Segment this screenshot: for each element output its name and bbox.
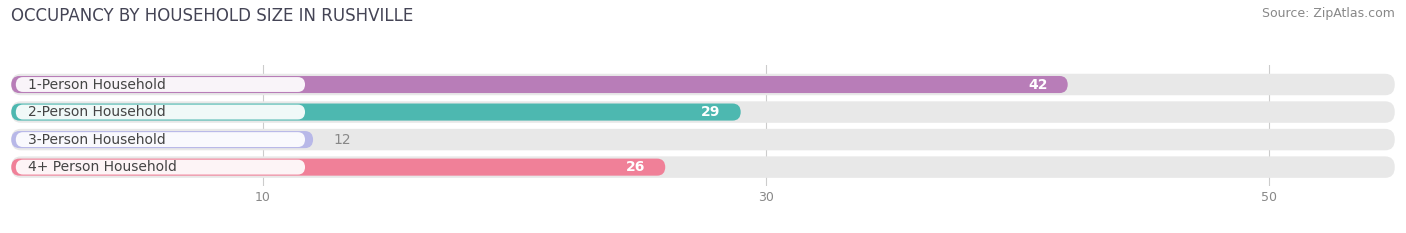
Text: 42: 42 bbox=[1028, 78, 1047, 92]
FancyBboxPatch shape bbox=[11, 129, 1395, 150]
FancyBboxPatch shape bbox=[15, 160, 305, 175]
FancyBboxPatch shape bbox=[11, 76, 1067, 93]
Text: 4+ Person Household: 4+ Person Household bbox=[28, 160, 177, 174]
Text: 29: 29 bbox=[702, 105, 721, 119]
FancyBboxPatch shape bbox=[11, 131, 314, 148]
Text: 26: 26 bbox=[626, 160, 645, 174]
FancyBboxPatch shape bbox=[11, 103, 741, 121]
Text: 1-Person Household: 1-Person Household bbox=[28, 78, 166, 92]
FancyBboxPatch shape bbox=[11, 156, 1395, 178]
FancyBboxPatch shape bbox=[15, 77, 305, 92]
FancyBboxPatch shape bbox=[15, 105, 305, 120]
Text: OCCUPANCY BY HOUSEHOLD SIZE IN RUSHVILLE: OCCUPANCY BY HOUSEHOLD SIZE IN RUSHVILLE bbox=[11, 7, 413, 25]
Text: 2-Person Household: 2-Person Household bbox=[28, 105, 166, 119]
FancyBboxPatch shape bbox=[11, 101, 1395, 123]
Text: 12: 12 bbox=[333, 133, 352, 147]
FancyBboxPatch shape bbox=[15, 132, 305, 147]
Text: 3-Person Household: 3-Person Household bbox=[28, 133, 166, 147]
FancyBboxPatch shape bbox=[11, 74, 1395, 95]
Text: Source: ZipAtlas.com: Source: ZipAtlas.com bbox=[1261, 7, 1395, 20]
FancyBboxPatch shape bbox=[11, 159, 665, 176]
